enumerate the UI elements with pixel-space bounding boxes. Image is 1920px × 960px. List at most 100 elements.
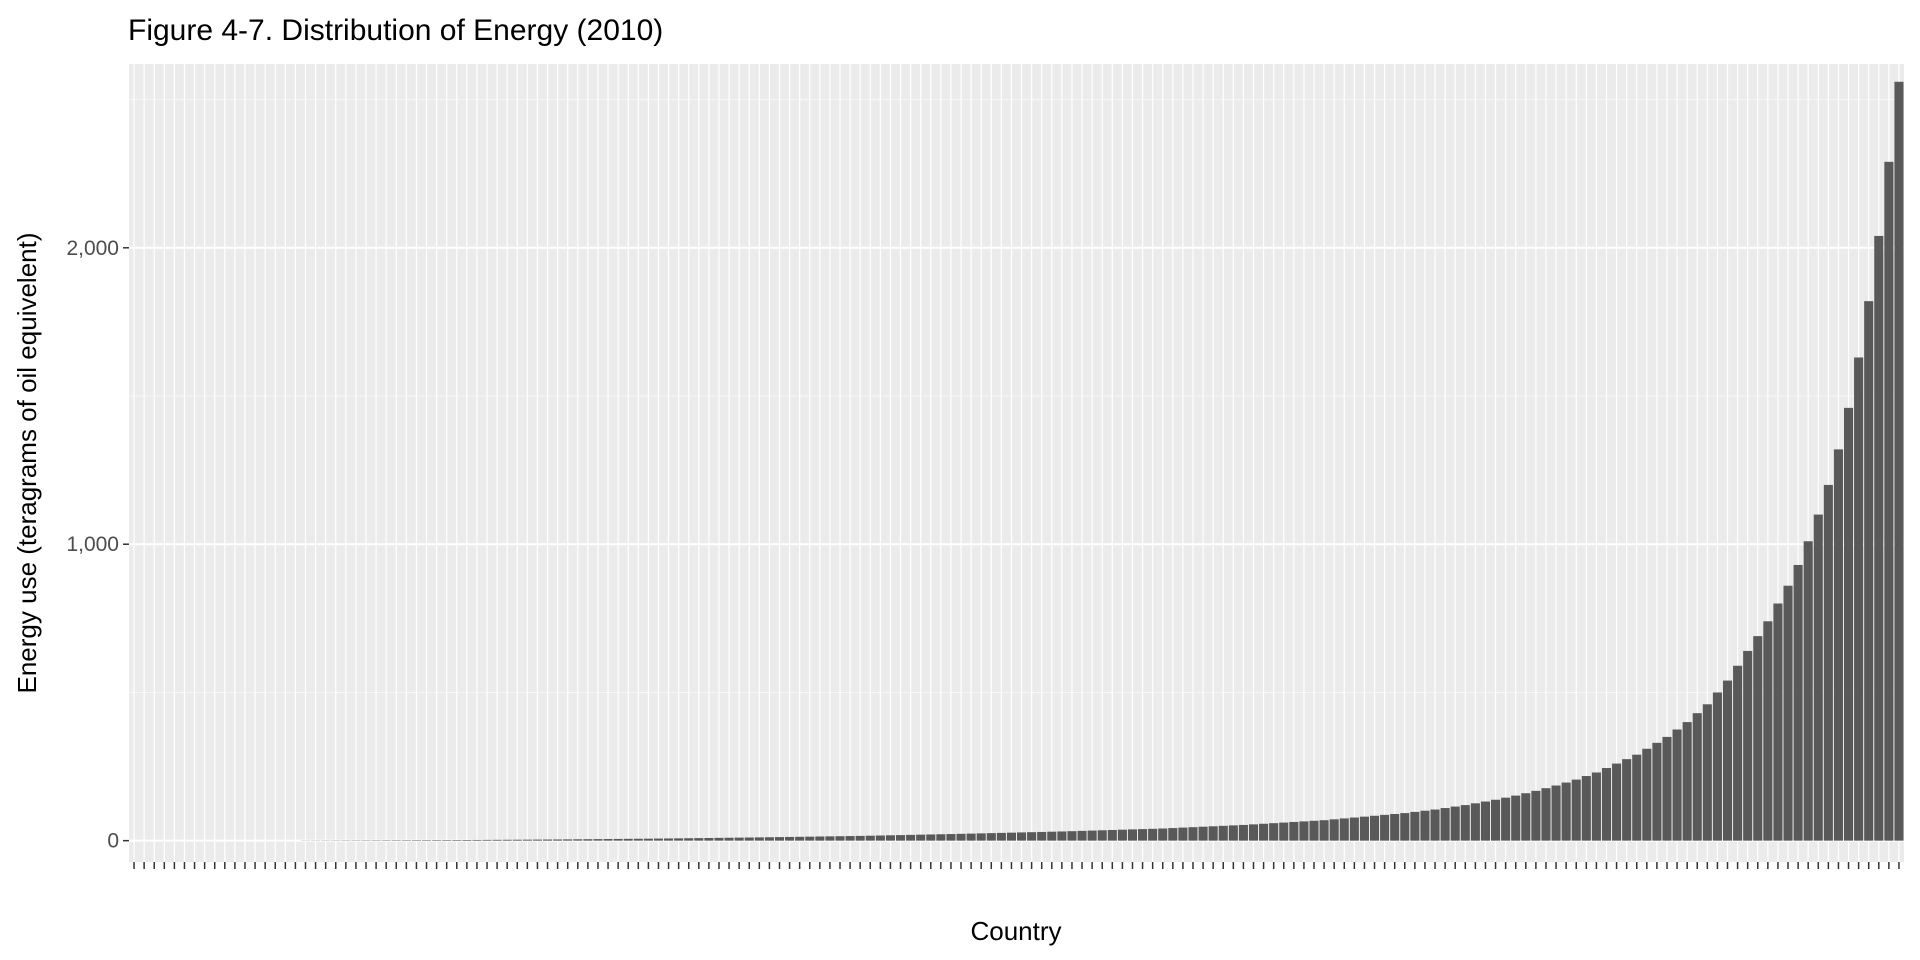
bar [1188,827,1198,841]
bar [1894,81,1904,841]
bar [1591,772,1601,841]
bar [1097,830,1107,841]
bar [1692,713,1702,841]
bar [684,838,694,841]
chart-title: Figure 4-7. Distribution of Energy (2010… [128,14,663,47]
bar [623,838,633,841]
bar [1722,680,1733,841]
bar [825,836,835,841]
bar [1279,822,1289,841]
bar [1248,824,1259,841]
bar [1178,827,1188,841]
bar [1319,820,1329,841]
bar [1470,803,1480,841]
bar [1269,823,1279,841]
bar [1642,748,1652,841]
bar [1672,729,1682,841]
bar [1309,820,1319,841]
bar [1127,829,1138,841]
bar [583,839,593,841]
bar [421,840,432,841]
bar [553,839,563,841]
bar [1531,790,1541,841]
bar [633,838,643,841]
bar [1339,818,1349,841]
bar [1541,788,1551,841]
bar [1652,742,1662,841]
bar [1087,830,1097,841]
y-axis-tick-label: 2,000 [66,237,119,260]
bar [1803,541,1813,841]
bar [542,839,553,841]
bar [1400,813,1410,841]
bar [946,834,956,841]
bar [573,839,583,841]
bar [1813,514,1823,841]
bar [1460,805,1470,841]
bar [1712,692,1722,841]
bar [805,836,815,841]
bar [664,838,674,841]
bar [785,836,795,841]
bar [1864,301,1874,841]
bar [1228,825,1238,841]
bar [432,840,442,841]
bar [1561,782,1571,841]
bar [563,839,573,841]
bar [1581,776,1591,841]
bar [674,838,684,841]
bar [1218,825,1228,841]
bar [1854,357,1864,841]
bar [754,837,764,841]
bar [1632,754,1642,841]
bar [986,833,996,841]
bar [815,836,825,841]
bar [976,833,986,841]
bar [966,833,976,841]
bar [865,835,875,841]
bar [1208,826,1218,841]
bars [300,81,1904,841]
bar [956,833,966,841]
bar [996,832,1006,841]
bar [906,834,916,841]
bar [1612,763,1622,841]
bar [1662,736,1672,841]
bar [895,835,906,841]
bar [1057,831,1067,841]
bar [593,839,603,841]
bar [1843,407,1854,841]
bar [532,839,542,841]
bar [1299,821,1309,841]
y-axis-ticks [123,247,129,842]
bar [1763,621,1773,841]
bar [653,838,664,841]
bar [1067,831,1077,841]
bar [1077,830,1087,841]
y-axis-title: Energy use (teragrams of oil equivelent) [12,232,42,693]
bar [1753,636,1763,841]
bar [522,839,532,841]
bar [704,837,714,841]
bar [1440,808,1450,841]
bar [1238,824,1248,841]
bar [1773,603,1783,841]
bar [875,835,885,841]
bar [1158,828,1168,841]
bar [1833,449,1843,841]
bar [694,838,704,841]
bar [482,839,492,841]
bar [452,840,462,841]
bar [1037,831,1047,841]
bar [1743,650,1753,841]
bar [1491,799,1501,841]
bar [714,837,724,841]
bar [1369,815,1380,841]
bar [724,837,734,841]
bar [1793,564,1803,841]
bar [885,835,895,841]
bar [603,839,613,841]
bar [1410,811,1420,841]
plot-panel [129,64,1904,862]
bar [1551,785,1561,841]
